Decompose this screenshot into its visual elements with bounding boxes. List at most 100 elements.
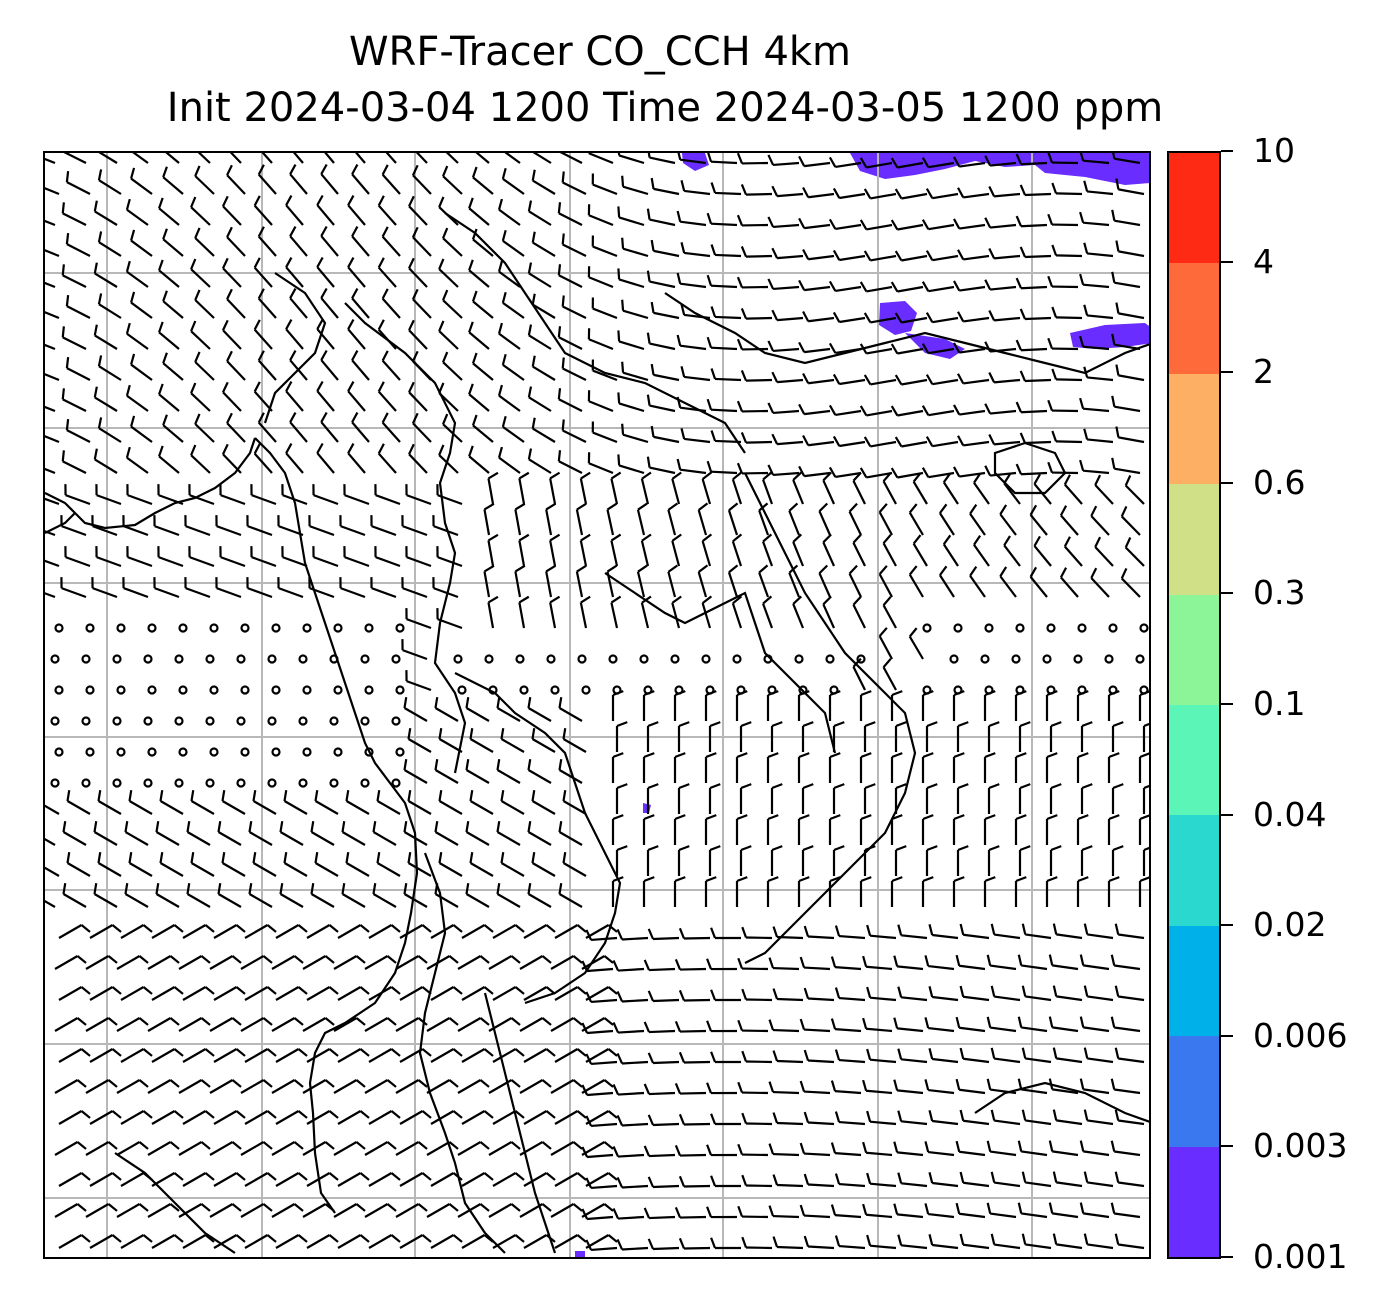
wind-barb-shaft	[745, 1060, 773, 1064]
wind-barb-shaft	[745, 1184, 773, 1188]
wind-barb-feather	[1019, 432, 1027, 444]
wind-barb-shaft	[901, 1244, 928, 1250]
wind-barb-shaft	[1055, 440, 1083, 444]
wind-barb-shaft	[147, 1079, 172, 1094]
wind-barb	[676, 334, 707, 351]
wind-barb-shaft	[426, 1017, 451, 1032]
wind-barb	[116, 1017, 149, 1032]
wind-barb-shaft	[838, 1244, 866, 1250]
wind-barb-shaft	[1124, 546, 1145, 567]
wind-barb-feather	[741, 1236, 748, 1248]
wind-barb	[737, 1019, 769, 1033]
wind-barb-feather	[882, 534, 892, 544]
wind-barb-shaft	[653, 311, 680, 320]
wind-barb-feather	[1048, 1078, 1054, 1090]
wind-barb	[803, 1111, 835, 1126]
wind-barb-shaft	[289, 359, 308, 381]
wind-barb	[347, 257, 366, 288]
wind-barb-shaft	[89, 1172, 114, 1187]
wind-barb	[706, 460, 738, 475]
wind-barb-feather	[328, 1172, 339, 1181]
wind-barb-feather	[1124, 475, 1132, 486]
colorbar-segment	[1169, 373, 1219, 485]
wind-barb-feather	[581, 960, 589, 972]
wind-barb-feather	[928, 1172, 934, 1184]
wind-barb-shaft	[220, 494, 246, 506]
wind-barb	[646, 332, 676, 351]
wind-barb-shaft	[518, 478, 526, 505]
wind-barb-shaft	[532, 303, 556, 319]
wind-barb-shaft	[1118, 995, 1145, 1002]
wind-barb-shaft	[897, 223, 924, 231]
wind-barb-feather	[324, 955, 335, 964]
wind-barb	[64, 546, 91, 568]
wind-barb	[1111, 333, 1141, 351]
wind-barb	[667, 564, 678, 598]
wind-barb	[399, 1048, 432, 1063]
wind-barb	[921, 814, 934, 845]
wind-barb	[337, 1048, 370, 1063]
wind-barb-shaft	[381, 421, 401, 443]
wind-barb	[677, 845, 690, 876]
wind-barb-feather	[771, 433, 779, 445]
calm-wind-marker	[267, 654, 277, 664]
wind-barb-shaft	[897, 161, 924, 169]
wind-barb	[706, 1082, 738, 1095]
wind-barb-feather	[1046, 814, 1058, 821]
wind-barb-shaft	[472, 176, 494, 195]
colorbar-segment	[1169, 814, 1219, 926]
wind-barb	[1019, 432, 1052, 445]
wind-barb	[519, 955, 552, 970]
wind-barb	[897, 924, 928, 940]
wind-barb-shaft	[618, 154, 645, 165]
wind-barb-shaft	[306, 1172, 331, 1187]
wind-barb-shaft	[178, 1141, 203, 1156]
colorbar-tick-label: 4	[1253, 241, 1274, 281]
wind-barb-feather	[561, 419, 565, 431]
wind-barb-feather	[833, 845, 845, 852]
wind-barb-feather	[483, 564, 495, 573]
wind-barb-shaft	[679, 1091, 707, 1095]
wind-barb-feather	[1079, 954, 1085, 966]
wind-barb	[708, 721, 721, 752]
wind-barb-feather	[737, 1205, 744, 1217]
wind-barb-shaft	[45, 497, 60, 506]
wind-barb	[45, 559, 60, 568]
calm-wind-marker	[515, 654, 525, 664]
wind-barb-feather	[576, 502, 587, 511]
wind-barb	[866, 1234, 897, 1250]
wind-barb	[803, 925, 835, 940]
wind-barb	[1079, 335, 1110, 351]
wind-barb-shaft	[461, 1234, 486, 1249]
wind-barb-feather	[1077, 752, 1089, 759]
wind-barb-feather	[408, 257, 415, 269]
wind-barb	[615, 721, 628, 752]
wind-barb	[832, 783, 845, 814]
wind-barb-shaft	[838, 1058, 866, 1064]
wind-barb	[93, 262, 118, 288]
wind-barb-feather	[701, 471, 713, 480]
wind-barb	[554, 1048, 587, 1063]
wind-barb-shaft	[803, 1090, 831, 1095]
wind-barb	[852, 657, 866, 691]
wind-barb-feather	[549, 533, 561, 542]
wind-barb	[822, 595, 836, 629]
wind-barb	[562, 789, 587, 815]
wind-barb	[956, 721, 969, 752]
wind-barb-feather	[617, 206, 621, 218]
wind-barb	[217, 882, 242, 908]
wind-barb-shaft	[45, 804, 60, 815]
wind-barb-shaft	[483, 571, 491, 598]
wind-barb	[483, 564, 495, 598]
wind-barb-feather	[1090, 505, 1098, 517]
wind-barb-shaft	[289, 235, 308, 257]
wind-barb-shaft	[990, 471, 1017, 477]
wind-barb	[642, 876, 655, 907]
wind-barb	[130, 167, 153, 195]
wind-barb-feather	[922, 752, 934, 759]
wind-barb	[497, 446, 521, 474]
wind-barb-shaft	[496, 769, 521, 784]
wind-barb	[1015, 153, 1048, 166]
wind-barb-feather	[279, 882, 284, 895]
wind-barb	[727, 502, 739, 536]
